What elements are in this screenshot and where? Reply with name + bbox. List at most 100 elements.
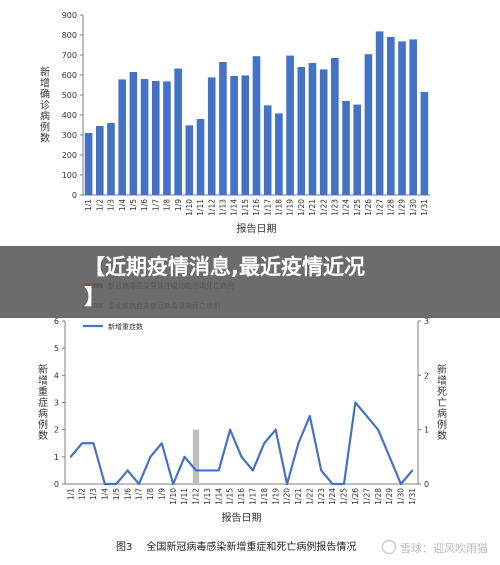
x-tick-label: 1/5: [129, 199, 138, 211]
y-tick-label: 800: [62, 31, 77, 40]
right-y-axis-label: 新增死亡病例数: [437, 363, 447, 442]
bar: [196, 119, 205, 195]
x-tick-label: 1/7: [151, 199, 160, 211]
right-y-tick-label: 3: [424, 317, 429, 326]
bar: [241, 75, 250, 195]
x-tick-label: 1/6: [140, 199, 149, 211]
left-y-tick-label: 1: [54, 453, 59, 462]
x-tick-label: 1/27: [375, 199, 384, 216]
x-tick-label: 1/7: [135, 488, 144, 500]
article-title-line-2: 】: [84, 285, 105, 309]
x-tick-label: 1/22: [319, 199, 328, 216]
x-tick-label: 1/17: [263, 199, 272, 216]
bar: [252, 56, 261, 196]
x-tick-label: 1/20: [297, 199, 306, 216]
x-tick-label: 1/13: [219, 199, 228, 216]
x-tick-label: 1/9: [157, 488, 166, 500]
severe-cases-point: [69, 455, 72, 458]
x-tick-label: 1/9: [174, 199, 183, 211]
x-tick-label: 1/16: [252, 199, 261, 216]
bar: [84, 133, 93, 195]
x-tick-label: 1/4: [118, 199, 127, 211]
bar: [387, 37, 395, 195]
x-tick-label: 1/13: [203, 488, 212, 505]
x-tick-label: 1/30: [409, 199, 418, 216]
x-tick-label: 1/31: [420, 199, 429, 216]
severe-cases-point: [92, 442, 95, 445]
severe-cases-point: [365, 415, 368, 417]
y-tick-label: 100: [62, 171, 77, 180]
severe-cases-point: [172, 483, 175, 485]
x-tick-label: 1/1: [84, 199, 93, 211]
x-axis-label: 报告日期: [237, 222, 277, 235]
right-y-tick-label: 2: [424, 371, 429, 380]
x-tick-label: 1/17: [249, 488, 258, 505]
bar: [364, 54, 373, 196]
y-tick-label: 400: [62, 111, 77, 120]
severe-cases-point: [297, 442, 300, 445]
article-title[interactable]: 【近期疫情消息,最近疫情近况 】: [84, 252, 424, 312]
y-tick-label: 900: [62, 11, 77, 20]
y-tick-label: 700: [62, 51, 77, 60]
severe-cases-point: [400, 483, 402, 485]
watermark-text: 雪球：迎风吹雨猫: [400, 542, 488, 555]
bar: [342, 101, 350, 195]
severe-cases-point: [354, 401, 357, 404]
x-tick-label: 1/20: [283, 488, 292, 505]
bar: [163, 81, 171, 195]
x-tick-label: 1/10: [169, 488, 178, 505]
severe-cases-point: [343, 483, 345, 485]
x-tick-label: 1/26: [351, 488, 360, 505]
bar: [409, 39, 418, 196]
bar: [353, 104, 362, 195]
severe-cases-point: [320, 469, 323, 472]
y-axis-label: 新增确诊病例数: [40, 66, 50, 145]
x-tick-label: 1/11: [180, 488, 189, 505]
x-tick-label: 1/28: [374, 488, 383, 505]
x-tick-label: 1/12: [207, 199, 216, 216]
severe-cases-point: [411, 469, 414, 472]
severe-cases-point: [126, 469, 129, 472]
left-y-tick-label: 3: [54, 399, 59, 408]
x-tick-label: 1/21: [308, 199, 317, 216]
bar: [308, 63, 317, 195]
x-tick-label: 1/14: [214, 488, 223, 505]
article-title-line-1: 【近期疫情消息,最近疫情近况: [84, 255, 365, 279]
x-tick-label: 1/2: [78, 488, 87, 500]
severe-cases-point: [286, 483, 288, 485]
left-y-tick-label: 2: [54, 426, 59, 435]
bar: [185, 125, 194, 195]
severe-cases-point: [377, 428, 380, 431]
bar: [107, 123, 115, 195]
legend-label-severe-cases: 新增重症数: [108, 322, 143, 331]
x-tick-label: 1/3: [107, 199, 116, 211]
severe-cases-point: [195, 469, 197, 472]
x-tick-label: 1/29: [385, 488, 394, 505]
snowball-logo-icon: [382, 540, 396, 554]
x-tick-label: 1/24: [342, 199, 351, 216]
x-tick-label: 1/2: [95, 199, 104, 211]
right-y-tick-label: 1: [424, 426, 429, 435]
bar: [420, 92, 429, 195]
x-tick-label: 1/23: [330, 199, 339, 216]
bar: [207, 77, 216, 195]
x-axis-label: 报告日期: [222, 511, 262, 524]
x-tick-label: 1/15: [241, 199, 250, 216]
left-y-tick-label: 6: [54, 317, 59, 326]
severe-cases-point: [308, 415, 311, 417]
figure-number: 图3: [116, 542, 133, 553]
x-tick-label: 1/25: [340, 488, 349, 505]
bar: [275, 113, 283, 195]
severe-cases-point: [149, 455, 152, 458]
severe-cases-point: [331, 483, 334, 485]
x-tick-label: 1/18: [275, 199, 284, 216]
severe-cases-point: [103, 483, 106, 485]
x-tick-label: 1/8: [163, 199, 172, 211]
x-tick-label: 1/11: [196, 199, 205, 216]
figure-caption-text: 全国新冠病毒感染新增重症和死亡病例报告情况: [146, 542, 357, 553]
severe-cases-point: [388, 455, 391, 458]
y-tick-label: 200: [62, 151, 77, 160]
death-bar: [192, 429, 200, 484]
new-cases-bar-chart: 0 100 200 300 400 500 600 700 800 900 1/1 1/2 1/3 1/4…: [40, 11, 430, 235]
